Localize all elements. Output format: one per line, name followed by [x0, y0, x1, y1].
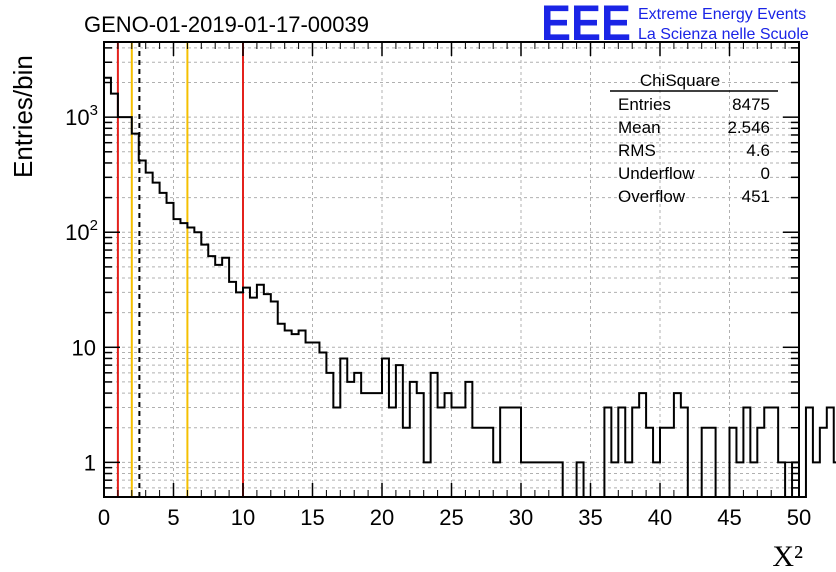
x-tick-label: 5	[167, 505, 179, 530]
x-tick-label: 30	[509, 505, 533, 530]
eee-logo: EEE	[541, 0, 631, 51]
y-axis: 1 10 102 103	[65, 47, 799, 489]
x-tick-label: 20	[370, 505, 394, 530]
y-tick-label: 102	[65, 217, 98, 245]
stats-row-value: 4.6	[746, 141, 770, 160]
x-tick-label: 40	[648, 505, 672, 530]
x-tick-label: 25	[439, 505, 463, 530]
stats-row-value: 2.546	[727, 118, 770, 137]
y-axis-label: Entries/bin	[8, 55, 38, 178]
stats-row-value: 0	[761, 164, 770, 183]
x-axis-label: X²	[772, 540, 803, 572]
stats-row-label: Overflow	[618, 187, 686, 206]
y-tick-label: 103	[65, 102, 98, 130]
stats-row-label: Underflow	[618, 164, 695, 183]
brand-line-1: Extreme Energy Events	[638, 6, 806, 23]
stats-row-value: 8475	[732, 95, 770, 114]
stats-title: ChiSquare	[640, 71, 720, 90]
stats-row-label: Entries	[618, 95, 671, 114]
x-tick-label: 50	[787, 505, 811, 530]
grid	[104, 42, 799, 497]
x-tick-label: 0	[98, 505, 110, 530]
stats-row-label: RMS	[618, 141, 656, 160]
x-tick-label: 45	[717, 505, 741, 530]
histogram-series	[104, 76, 836, 498]
x-tick-label: 10	[231, 505, 255, 530]
chart-title: GENO-01-2019-01-17-00039	[84, 12, 369, 37]
brand-line-2: La Scienza nelle Scuole	[638, 26, 809, 43]
stats-box: ChiSquare Entries 8475 Mean 2.546 RMS 4.6 Unde…	[610, 71, 778, 206]
y-tick-label: 1	[84, 450, 96, 475]
x-axis: 0 5 10 15 20 25 30 35 40 45 50	[98, 42, 811, 530]
stats-row-label: Mean	[618, 118, 661, 137]
x-tick-label: 15	[300, 505, 324, 530]
y-tick-label: 10	[72, 335, 96, 360]
stats-row-value: 451	[742, 187, 770, 206]
reference-lines	[116, 42, 244, 497]
x-tick-label: 35	[578, 505, 602, 530]
